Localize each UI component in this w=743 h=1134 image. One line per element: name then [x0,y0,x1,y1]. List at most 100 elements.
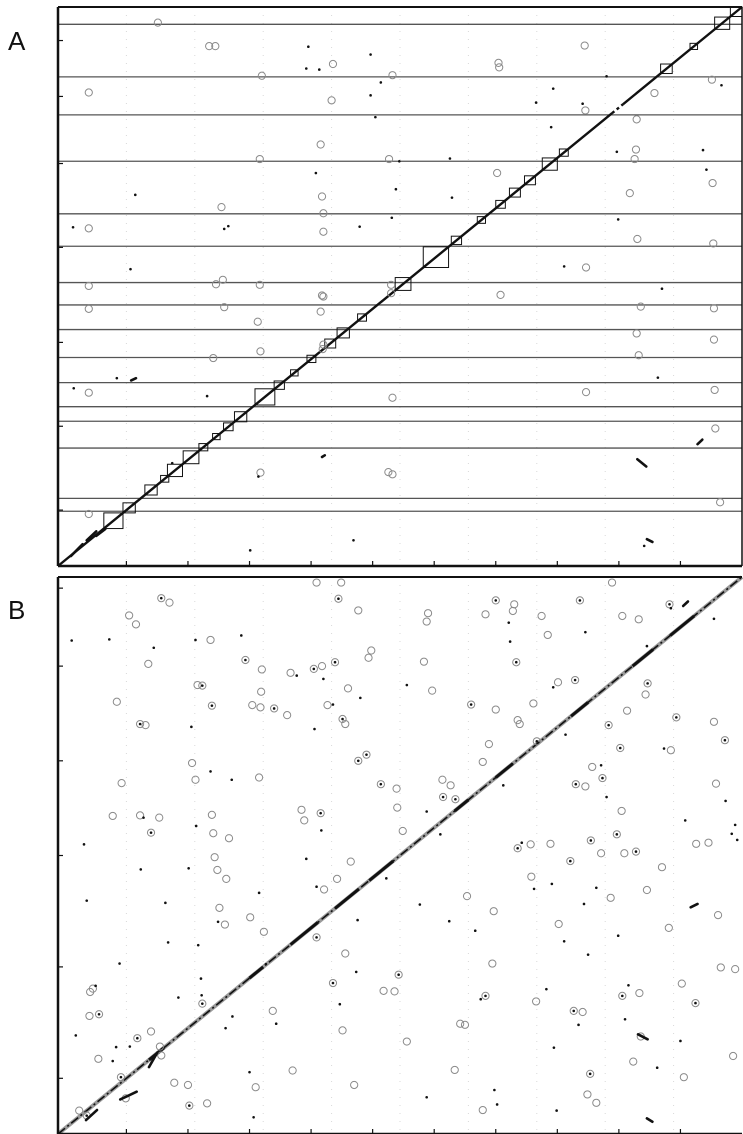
panel-b-circle [220,920,229,929]
panel-b-dotted-circle [631,847,641,856]
panel-b-circle [155,813,164,822]
panel-b-circle [484,740,494,749]
panel-b-dotted-circle [198,999,207,1008]
panel-a-circle [633,234,642,244]
panel-a-circle [388,71,397,80]
panel-b-dotted-circle-center [484,994,487,998]
panel-b-dot [331,703,335,706]
panel-b-dotted-circle [241,655,250,665]
panel-a-diagonal-box [166,463,183,478]
panel-b-dotted-circle [720,736,730,745]
panel-b-dotted-circle-center [494,599,498,602]
panel-b-dot [354,970,358,974]
panel-b-dotted-circle-center [621,994,624,998]
panel-b-dot [679,1039,682,1043]
panel-b-dotted-circle-center [569,859,572,863]
panel-b-circle [323,701,332,710]
panel-a-circle [625,189,634,198]
panel-b-dotted-circle-center [159,596,163,600]
panel-b-dotted-circle-center [589,839,593,842]
panel-b-dotted-circle-center [136,1036,139,1040]
panel-b-dot [82,843,86,846]
panel-a-dot [581,102,584,106]
panel-b-dot [322,677,325,681]
panel-a-dot [549,125,553,129]
panel-b-dot [108,638,111,641]
panel-b-dot [582,902,586,906]
panel-a-dot [314,171,318,175]
panel-a-circle [650,88,659,98]
panel-a-dot [71,225,75,229]
panel-a-diagonal-box [290,369,299,377]
panel-b-circle [300,816,309,825]
panel-a-circle [257,71,266,80]
panel-a-diagonal-box [476,216,486,224]
panel-a-dot [551,87,555,90]
panel-b-circle [165,598,174,607]
panel-b-circle [634,615,643,624]
panel-b-circle [664,923,673,933]
panel-a-circle [317,291,327,300]
panel-a-circle [707,75,717,84]
panel-b-dotted-circle [481,991,490,1000]
panel-b-dotted-circle [586,836,595,845]
panel-b-circle [513,716,522,725]
panel-a-circle [388,393,397,402]
panel-b-dot [501,784,505,787]
panel-b-circle [88,984,97,993]
panel-b-circle [390,987,399,996]
panel-b-dot [190,725,193,729]
panel-b-dotted-circle [569,1006,578,1016]
panel-a-diagonal-box [122,502,136,514]
panel-b-dot [439,833,442,836]
panel-b-dot [128,1045,132,1048]
panel-b-dotted-circle-center [356,759,360,763]
panel-b-circle [450,1065,459,1075]
panel-b-circle [709,717,719,726]
panel-b-dotted-circle-center [341,717,344,721]
panel-b-dotted-circle-center [337,597,340,601]
panel-b-dotted-circle-center [333,660,337,664]
panel-b-circle [206,635,215,645]
panel-b-circle [460,1020,470,1029]
panel-b-dotted-circle-center [312,667,316,671]
panel-b-thick-mark [645,1117,654,1124]
panel-b-dot [724,799,727,803]
panel-b-dotted-circle-center [119,1075,123,1079]
panel-b-circle [367,646,376,655]
panel-b-dotted-circle [616,743,625,753]
panel-b-circle [592,1098,601,1107]
panel-b-circle [478,1105,487,1115]
panel-b-circle [526,840,535,849]
panel-a-dot [257,475,260,478]
panel-b-dotted-circle-center [607,723,610,727]
panel-b-thick-mark [84,1108,99,1122]
panel-b-circle [207,810,216,819]
panel-b-label: B [8,595,26,625]
panel-b-dot [555,1109,558,1112]
panel-a-dot [448,157,452,160]
panel-a-diagonal-box [508,187,521,198]
panel-a-circle [581,263,591,272]
panel-b-circle [85,1011,94,1021]
panel-b-dotted-circle-center [694,1001,697,1005]
panel-b-dotted-circle [354,756,363,765]
panel-b-circle [393,803,402,812]
panel-a-dot [374,115,377,119]
panel-a-diagonal-dashed [611,103,624,115]
panel-b-circle [554,919,563,929]
panel-b-dotted-circle [672,713,681,722]
panel-b-circle [692,839,701,848]
panel-a-dot [72,386,76,390]
panel-b-dotted-circle [513,844,522,853]
panel-b-dot [623,1017,627,1021]
panel-b-dotted-circle [467,700,476,709]
panel-b-dotted-circle [566,856,575,866]
panel-a-dot [660,287,664,291]
panel-b-circle [341,949,350,958]
panel-b-dotted-circle [451,795,460,804]
panel-b-dotted-circle-center [244,658,247,662]
panel-a-diagonal-box [495,199,506,209]
panel-b-circle [398,826,407,836]
panel-a-circle [84,304,93,313]
